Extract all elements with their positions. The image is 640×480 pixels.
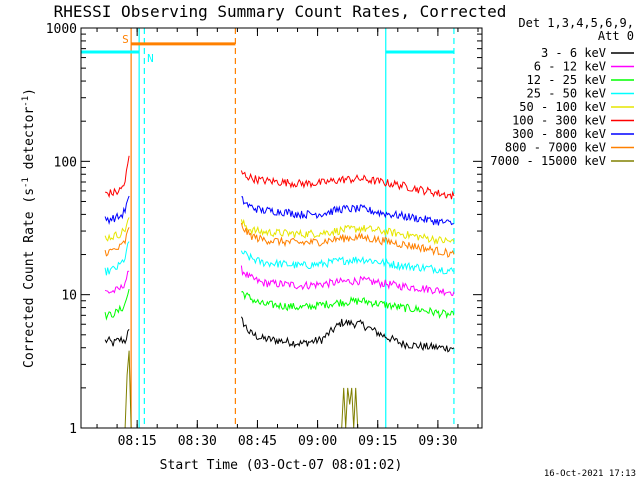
axes-layer: 1 10 100 1000 08:15 08:30 08:45 09:00 09:15 09:30 (46, 22, 482, 449)
x-tick-label: 09:30 (418, 434, 457, 449)
series-line (104, 328, 130, 347)
series-line (240, 250, 454, 275)
y-tick-label: 1 (69, 422, 77, 437)
series-7 (104, 222, 455, 258)
x-tick-label: 08:45 (238, 434, 277, 449)
series-2 (104, 288, 455, 321)
x-tick-label: 09:15 (358, 434, 397, 449)
y-tick-label: 1000 (46, 22, 77, 37)
series-8 (124, 350, 359, 428)
flags-layer: SN (81, 33, 454, 65)
legend-label: 12 - 25 keV (527, 73, 606, 87)
series-line (104, 195, 130, 225)
series-line (240, 265, 455, 297)
legend-header-line1: Det 1,3,4,5,6,9, (518, 16, 634, 30)
series-1 (104, 265, 455, 297)
series-line (104, 155, 130, 199)
x-axis-label: Start Time (03-Oct-07 08:01:02) (160, 458, 403, 473)
legend-label: 25 - 50 keV (527, 87, 606, 101)
legend-label: 300 - 800 keV (512, 127, 606, 141)
flag-label: S (122, 33, 129, 46)
series-3 (104, 241, 454, 276)
series-5 (104, 155, 455, 200)
x-tick-label: 09:00 (298, 434, 337, 449)
legend-label: 3 - 6 keV (541, 46, 606, 60)
series-line (104, 288, 130, 321)
series-line (104, 217, 130, 242)
series-line (240, 316, 455, 353)
series-0 (104, 316, 455, 353)
y-tick-label: 10 (61, 289, 77, 304)
series-line (241, 290, 455, 320)
chart-title: RHESSI Observing Summary Count Rates, Co… (54, 2, 507, 21)
series-line (124, 350, 132, 428)
series-4 (104, 217, 455, 246)
x-tick-label: 08:15 (118, 434, 157, 449)
footer-timestamp: 16-Oct-2021 17:13 (544, 469, 636, 479)
series-line (240, 170, 455, 200)
series-6 (104, 195, 454, 226)
legend-label: 7000 - 15000 keV (490, 154, 606, 168)
flag-label: N (147, 52, 154, 65)
legend-label: 100 - 300 keV (512, 114, 606, 128)
x-tick-label: 08:30 (178, 434, 217, 449)
plot-frame (80, 27, 483, 429)
series-line (104, 270, 130, 294)
legend-header-line2: Att 0 (598, 29, 634, 43)
series-layer (104, 155, 455, 428)
series-line (241, 196, 454, 226)
legend-label: 50 - 100 keV (519, 100, 606, 114)
series-line (104, 227, 130, 257)
series-line (341, 387, 359, 428)
y-tick-label: 100 (54, 155, 77, 170)
vlines-layer (130, 28, 455, 428)
series-line (240, 222, 455, 258)
series-line (104, 241, 130, 276)
legend-label: 800 - 7000 keV (505, 141, 606, 155)
y-axis-label: Corrected Count Rate (s-1 detector-1) (21, 88, 37, 368)
legend-label: 6 - 12 keV (534, 60, 606, 74)
series-line (240, 218, 455, 246)
